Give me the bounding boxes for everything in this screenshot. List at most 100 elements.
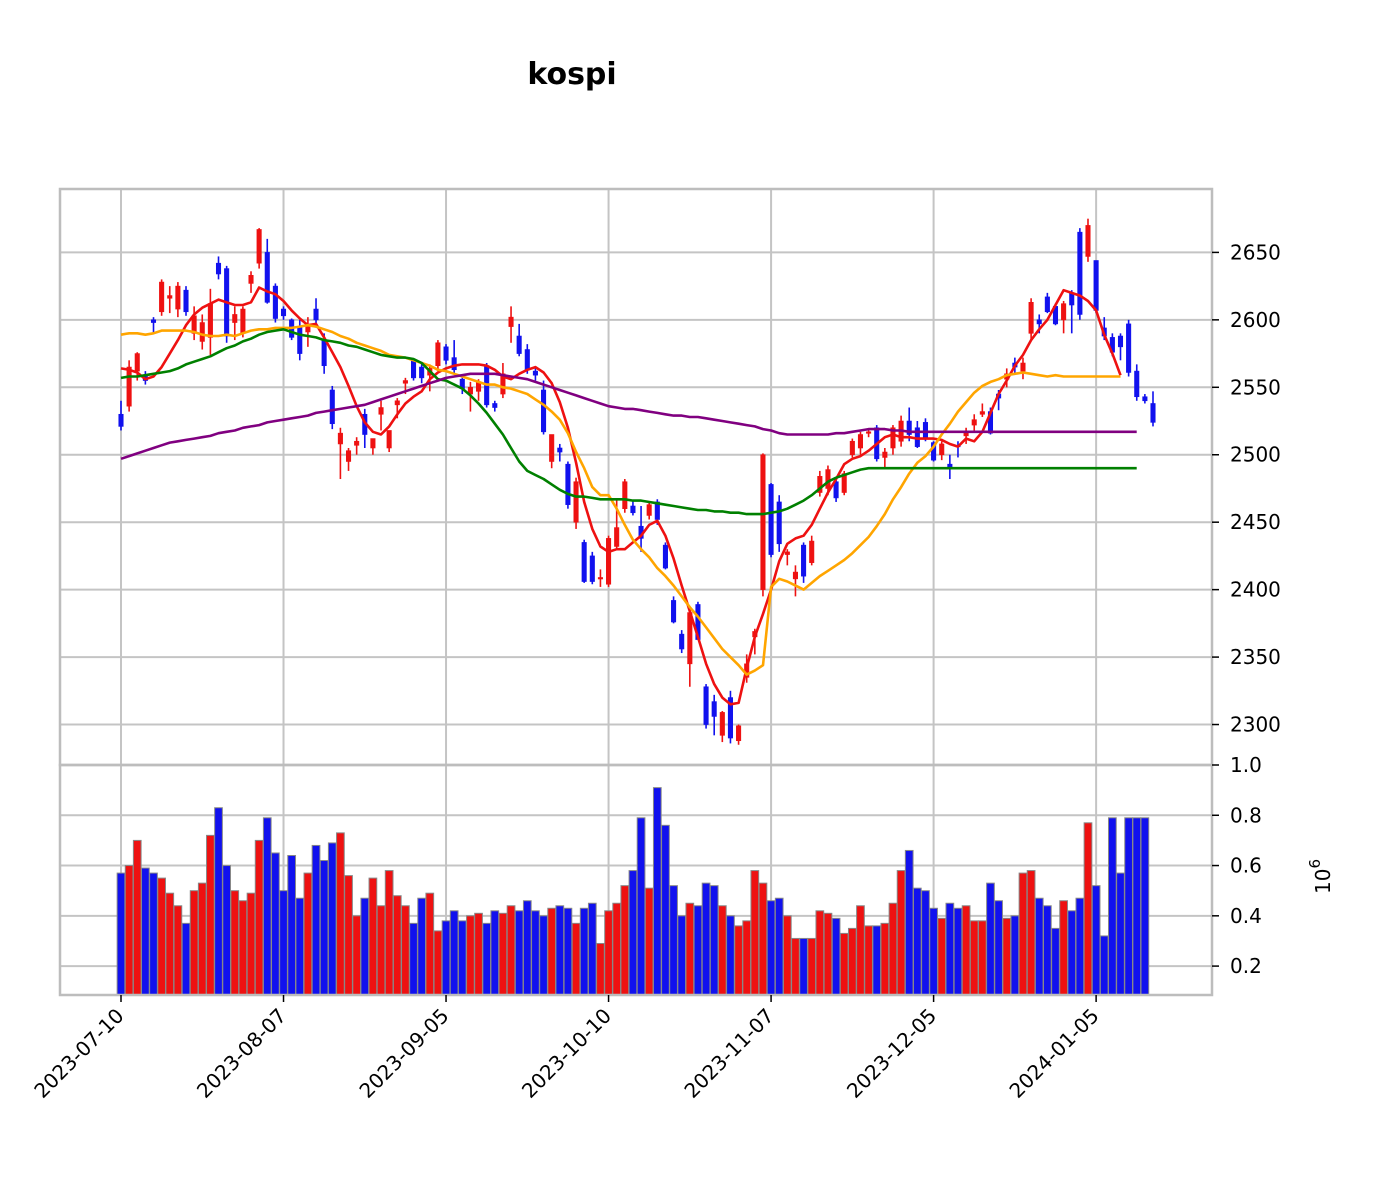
volume-bar [344, 875, 353, 996]
volume-bar [433, 930, 443, 996]
x-tick-label: 2024-01-05 [1004, 1004, 1103, 1103]
candle-down [931, 442, 937, 461]
candle-down [679, 633, 685, 650]
volume-bar [116, 872, 126, 996]
candle-up [508, 316, 514, 327]
volume-bar [197, 882, 207, 996]
candle-up [370, 438, 376, 449]
volume-bar [254, 839, 264, 996]
volume-bar [644, 887, 654, 996]
volume-bar [888, 902, 898, 996]
volume-bar [986, 882, 995, 996]
volume-bar [336, 832, 345, 996]
candle-down [922, 422, 929, 438]
volume-panel: 0.2 0.4 0.6 0.8 1.0 106 [58, 753, 1335, 997]
volume-bar [758, 882, 768, 996]
volume-bar [726, 915, 735, 996]
volume-bar [173, 905, 183, 996]
candle-down [1134, 370, 1140, 398]
volume-bar [661, 824, 670, 996]
candle-up [792, 571, 798, 580]
volume-tick-label: 1.0 [1230, 753, 1262, 777]
volume-bar [206, 834, 215, 996]
volume-bar [839, 932, 849, 996]
x-tick-label: 2023-07-10 [29, 1004, 128, 1103]
volume-tick-label: 0.6 [1230, 854, 1262, 878]
volume-bar [782, 915, 792, 996]
candle-down [183, 289, 189, 313]
volume-bar [831, 917, 841, 996]
volume-tick-label: 0.4 [1230, 904, 1262, 928]
candle-up [622, 481, 628, 510]
volume-bar [466, 915, 475, 996]
candle-up [646, 504, 652, 516]
volume-bar [246, 892, 256, 996]
candle-up [386, 430, 392, 449]
candle-down [541, 389, 547, 433]
candle-up [240, 308, 246, 334]
volume-bar [864, 925, 873, 996]
candle-down [1150, 403, 1156, 423]
candle-down [589, 555, 595, 582]
volume-bar [360, 897, 370, 996]
volume-bar [189, 890, 199, 996]
candle-down [272, 285, 278, 319]
volume-bar [531, 910, 540, 996]
volume-bar [693, 905, 703, 996]
candle-down [711, 701, 717, 717]
volume-bar [547, 907, 557, 996]
candle-up [337, 432, 343, 445]
volume-bar [969, 920, 979, 996]
candle-down [419, 366, 425, 379]
volume-bar [1075, 897, 1085, 996]
volume-bar [587, 902, 597, 996]
volume-bar [401, 905, 410, 996]
volume-bar [685, 902, 695, 996]
volume-bar [181, 922, 191, 996]
candle-up [500, 373, 506, 395]
candle-up [760, 454, 766, 590]
candle-up [784, 551, 790, 555]
candle-down [1044, 296, 1050, 313]
candle-down [654, 501, 660, 520]
candle-up [573, 481, 579, 523]
volume-bar [961, 905, 971, 996]
volume-bar [376, 905, 386, 996]
candle-up [435, 342, 441, 367]
candle-down [443, 346, 449, 361]
candle-down [703, 686, 709, 725]
volume-bar [945, 902, 955, 996]
volume-bar [132, 839, 142, 996]
volume-bar [457, 920, 467, 996]
volume-bar [937, 917, 947, 996]
candle-up [126, 366, 132, 407]
candle-up [354, 440, 360, 446]
volume-bar [604, 910, 613, 996]
volume-bar [612, 902, 622, 996]
volume-bar [319, 860, 329, 996]
candle-down [329, 389, 335, 425]
candle-down [833, 481, 839, 499]
volume-tick-label: 0.8 [1230, 803, 1262, 827]
volume-bar [214, 807, 223, 996]
volume-bar [1034, 897, 1044, 996]
volume-tick-label: 0.2 [1230, 954, 1262, 978]
candle-up [1020, 362, 1026, 372]
volume-bar [124, 865, 134, 996]
volume-bar [1099, 935, 1109, 996]
candle-up [971, 419, 977, 426]
candle-up [402, 380, 408, 384]
moving-average-line-2 [120, 323, 1121, 676]
candle-up [175, 285, 181, 310]
volume-bar [1010, 915, 1020, 996]
chart-title: kospi [527, 57, 616, 92]
candle-down [565, 463, 571, 505]
volume-bar [791, 937, 800, 996]
x-tick-label: 2023-09-05 [354, 1004, 453, 1103]
candle-up [248, 275, 254, 284]
volume-bar [636, 817, 646, 996]
volume-bar [490, 910, 500, 996]
candle-up [890, 427, 896, 449]
candle-up [134, 353, 140, 372]
volume-bar [230, 890, 240, 996]
